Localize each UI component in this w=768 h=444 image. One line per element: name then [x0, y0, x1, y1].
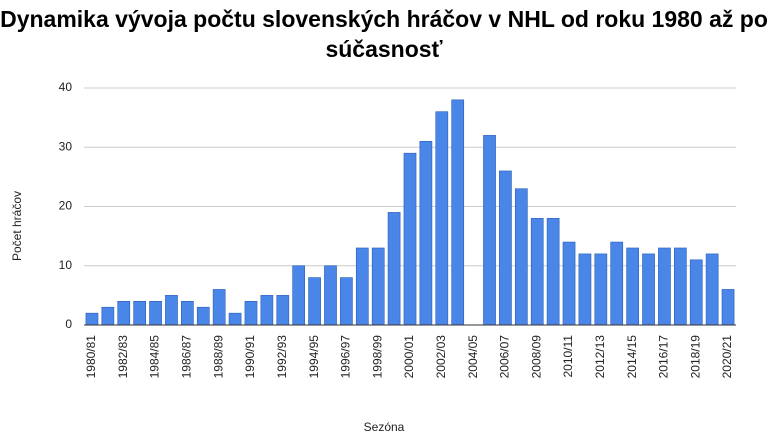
- y-tick-label: 0: [65, 317, 72, 331]
- bar: [562, 241, 576, 326]
- x-tick-label: 1990/91: [243, 335, 257, 379]
- bar: [165, 295, 178, 326]
- x-tick-label: 1992/93: [275, 335, 289, 379]
- y-tick-label: 40: [59, 80, 73, 94]
- x-tick-label: 2008/09: [529, 335, 543, 379]
- x-tick-label: 2014/15: [625, 335, 639, 379]
- bar: [101, 306, 115, 326]
- bar: [642, 253, 655, 326]
- x-tick-label: 2002/03: [434, 335, 448, 379]
- bar: [721, 289, 735, 326]
- x-tick-label: 2010/11: [561, 335, 575, 378]
- x-tick-label: 1982/83: [116, 335, 130, 379]
- bar: [308, 277, 321, 326]
- bar: [546, 218, 560, 326]
- bar: [149, 300, 162, 326]
- bar: [403, 152, 417, 326]
- y-tick-label: 10: [59, 258, 73, 272]
- bar: [451, 99, 465, 326]
- bar: [673, 247, 687, 326]
- bar: [705, 253, 719, 326]
- bar: [387, 212, 401, 326]
- bar: [530, 218, 544, 326]
- x-tick-label: 1998/99: [370, 335, 384, 379]
- y-tick-label: 30: [59, 139, 73, 153]
- bar: [626, 247, 639, 326]
- bar: [196, 306, 210, 326]
- x-tick-label: 2006/07: [498, 335, 512, 379]
- x-tick-label: 1994/95: [307, 335, 321, 379]
- x-axis-title: Sezóna: [364, 420, 405, 434]
- bar: [689, 259, 703, 326]
- bar: [610, 241, 624, 326]
- chart-title: Dynamika vývoja počtu slovenských hráčov…: [0, 6, 768, 62]
- bar: [260, 295, 274, 326]
- bar: [658, 247, 671, 326]
- x-tick-label: 1986/87: [180, 335, 194, 379]
- bar: [324, 265, 337, 326]
- bar: [133, 300, 147, 326]
- bar: [292, 265, 306, 326]
- x-tick-label: 2000/01: [402, 335, 416, 379]
- bar: [594, 253, 608, 326]
- bar: [435, 111, 449, 326]
- bar: [212, 289, 226, 326]
- y-tick-label: 20: [59, 199, 73, 213]
- x-tick-label: 1984/85: [148, 335, 162, 379]
- x-tick-label: 2012/13: [593, 335, 607, 379]
- bar: [514, 188, 528, 326]
- bar: [228, 312, 242, 326]
- bar: [181, 300, 194, 326]
- bar: [117, 300, 131, 326]
- bar: [371, 247, 385, 326]
- x-tick-label: 2020/21: [720, 335, 734, 379]
- bar: [276, 295, 290, 326]
- y-axis-title: Počet hráčov: [10, 191, 24, 261]
- x-tick-label: 1996/97: [339, 335, 353, 379]
- bar: [499, 170, 512, 326]
- x-tick-label: 2016/17: [657, 335, 671, 379]
- x-tick-label: 2018/19: [688, 335, 702, 379]
- bar: [355, 247, 369, 326]
- x-tick-label: 2004/05: [466, 335, 480, 379]
- bar: [244, 300, 258, 326]
- bar: [483, 135, 496, 326]
- bar: [419, 141, 433, 326]
- bar: [85, 312, 99, 326]
- bar: [578, 253, 592, 326]
- x-tick-label: 1988/89: [211, 335, 225, 379]
- bar: [340, 277, 353, 326]
- x-tick-label: 1980/81: [84, 335, 98, 379]
